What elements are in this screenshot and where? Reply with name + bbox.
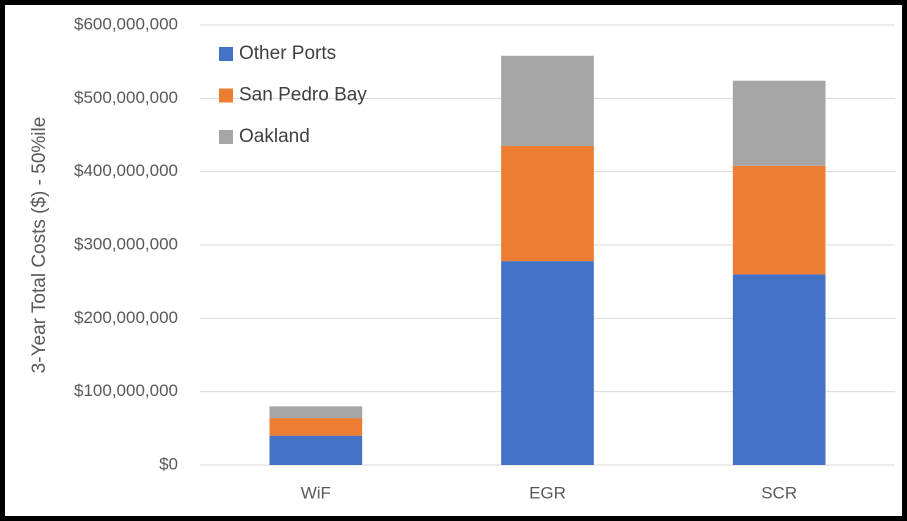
y-tick-label: $100,000,000	[74, 381, 178, 400]
legend-label: San Pedro Bay	[239, 85, 367, 106]
legend-swatch	[219, 130, 233, 144]
y-tick-label: $500,000,000	[74, 88, 178, 107]
legend-label: Other Ports	[239, 43, 336, 64]
bar-segment	[501, 261, 594, 465]
bar-segment	[501, 146, 594, 262]
bar-segment	[269, 406, 363, 419]
legend: Other Ports San Pedro Bay Oakland	[219, 43, 367, 147]
bar-segment	[732, 274, 826, 465]
x-tick-label: WiF	[301, 483, 331, 502]
bar-segment	[732, 165, 826, 275]
y-tick-label: $0	[159, 454, 178, 473]
y-tick-label: $600,000,000	[74, 14, 178, 33]
legend-label: Oakland	[239, 126, 310, 147]
legend-swatch	[219, 47, 233, 61]
x-tick-label: EGR	[529, 483, 566, 502]
bar-segment	[732, 80, 826, 166]
bar-segment	[269, 418, 363, 436]
y-tick-label: $300,000,000	[74, 234, 178, 253]
y-tick-label: $400,000,000	[74, 161, 178, 180]
y-axis-title: 3-Year Total Costs ($) - 50%ile	[29, 117, 50, 374]
x-tick-label: SCR	[761, 483, 797, 502]
bar-segment	[269, 435, 363, 465]
bar-segment	[501, 55, 594, 146]
y-tick-label: $200,000,000	[74, 308, 178, 327]
legend-swatch	[219, 88, 233, 103]
